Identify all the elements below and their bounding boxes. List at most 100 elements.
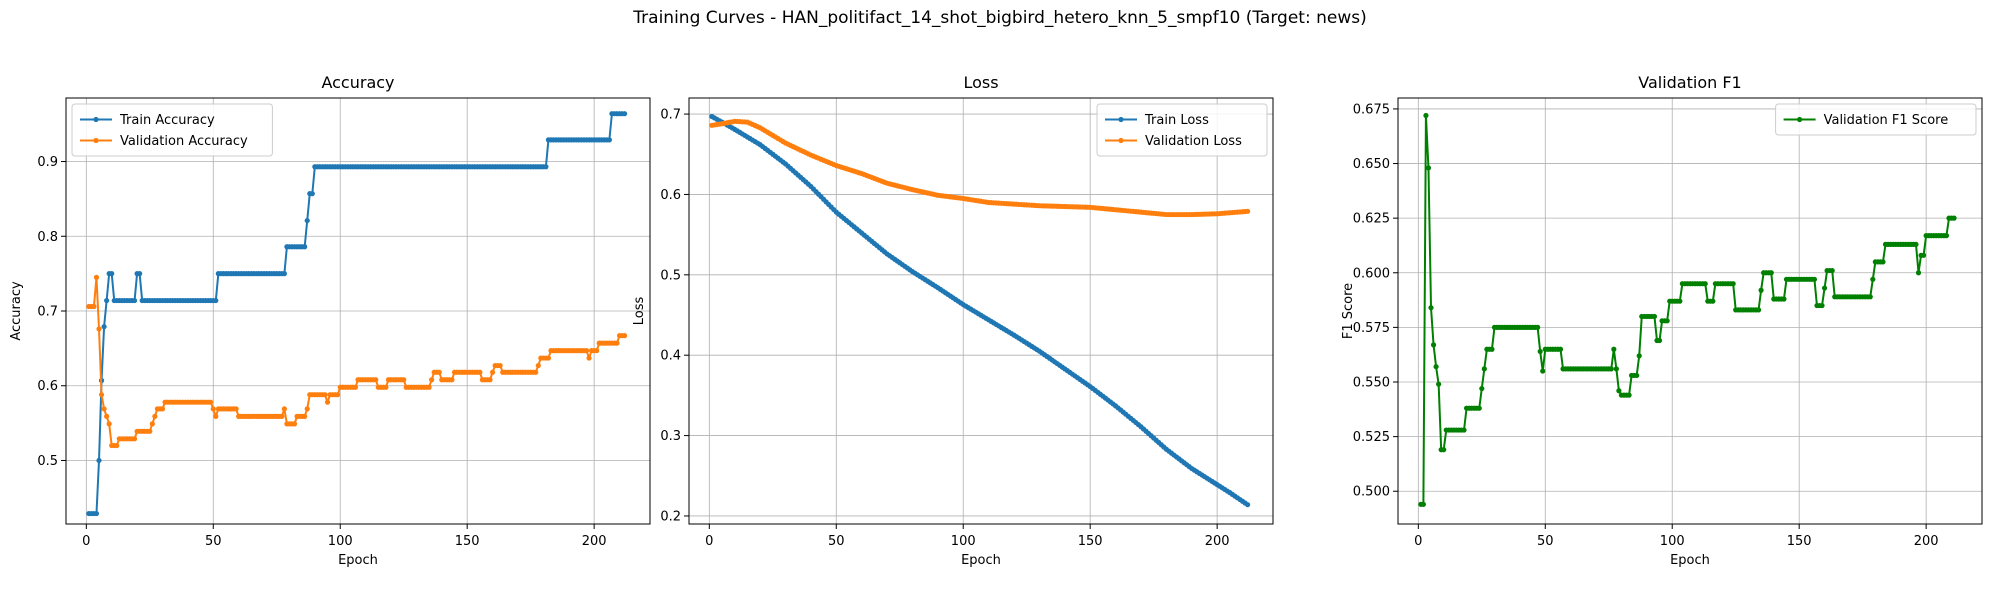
y-tick-label: 0.675 <box>1353 102 1390 117</box>
series-point <box>449 377 455 383</box>
y-tick-label: 0.8 <box>37 230 58 245</box>
series-point <box>1913 241 1919 247</box>
series-point <box>1608 366 1614 372</box>
x-tick-label: 0 <box>82 534 90 549</box>
series-point <box>586 355 592 361</box>
series-point <box>436 369 442 375</box>
series-point <box>535 362 541 369</box>
series-point <box>1702 281 1708 287</box>
legend-label: Validation F1 Score <box>1824 113 1949 128</box>
series-point <box>1951 215 1957 221</box>
series-point <box>93 274 100 280</box>
series-point <box>208 399 214 405</box>
legend: Train Loss Validation Loss <box>1096 103 1268 157</box>
series-point <box>1616 388 1622 394</box>
y-tick-label: 0.2 <box>660 509 681 524</box>
x-tick-label: 150 <box>1078 534 1103 549</box>
series-point <box>426 384 432 390</box>
series-point <box>594 348 600 354</box>
legend-box <box>1775 103 1977 136</box>
series-point <box>1880 259 1886 265</box>
legend-marker <box>93 137 99 144</box>
x-tick-label: 0 <box>1414 534 1422 549</box>
legend-label: Validation Loss <box>1145 134 1242 149</box>
series-point <box>213 297 219 304</box>
series-point <box>1537 348 1543 355</box>
x-tick-label: 150 <box>455 534 480 549</box>
series-point <box>1656 337 1663 344</box>
series-point <box>1634 372 1640 379</box>
series-point <box>1433 364 1439 370</box>
series-point <box>131 297 138 304</box>
series-point <box>109 271 115 277</box>
series-point <box>1611 346 1617 352</box>
series-point <box>1664 318 1670 324</box>
x-axis-label: Epoch <box>961 553 1001 568</box>
series-point <box>1626 392 1632 398</box>
x-tick-label: 100 <box>328 534 353 549</box>
series-point <box>302 244 308 250</box>
x-axis-label: Epoch <box>338 553 378 568</box>
series-point <box>1535 324 1541 330</box>
series-point <box>279 413 285 419</box>
series-point <box>1441 447 1447 453</box>
series-point <box>545 355 552 361</box>
series-point <box>104 297 110 304</box>
series-point <box>1677 298 1683 304</box>
series-point <box>96 457 102 464</box>
series-point <box>137 271 143 277</box>
series-point <box>281 271 287 277</box>
series-point <box>1430 342 1437 348</box>
chart-title: Accuracy <box>321 73 394 92</box>
series-point <box>322 392 328 398</box>
series-point <box>1781 296 1787 302</box>
y-tick-label: 0.5 <box>660 268 681 283</box>
series-point <box>210 406 216 412</box>
y-tick-label: 0.650 <box>1353 157 1390 172</box>
y-axis-label: Accuracy <box>9 281 24 341</box>
x-tick-label: 200 <box>1205 534 1230 549</box>
legend-box <box>1096 103 1268 157</box>
series-point <box>1921 252 1927 258</box>
chart-panel-2: 0 50 100 150 200 0.500 0.525 0.550 0.575 0.600 0.6… <box>1341 73 1983 568</box>
x-axis-label: Epoch <box>1670 553 1710 568</box>
chart-title: Validation F1 <box>1638 73 1741 92</box>
series-point <box>622 111 628 117</box>
series-point <box>1420 501 1426 507</box>
series-train-loss <box>709 113 1251 508</box>
series-point <box>309 191 315 197</box>
series-point <box>1245 208 1251 214</box>
y-tick-label: 0.500 <box>1353 485 1390 500</box>
axes-frame <box>1397 97 1983 525</box>
series-point <box>1461 427 1467 433</box>
legend: Train Accuracy Validation Accuracy <box>71 103 273 157</box>
x-tick-label: 100 <box>951 534 976 549</box>
y-axis-label: Loss <box>632 297 647 326</box>
y-axis-label: F1 Score <box>1341 283 1356 339</box>
series-point <box>583 348 590 354</box>
x-tick-label: 50 <box>828 534 845 549</box>
series-point <box>1730 281 1736 287</box>
y-tick-label: 0.5 <box>37 454 58 469</box>
series-point <box>1489 346 1495 352</box>
legend: Validation F1 Score <box>1775 103 1977 136</box>
series-point <box>281 406 287 412</box>
series-point <box>1758 287 1764 293</box>
x-tick-label: 100 <box>1660 534 1685 549</box>
series-point <box>543 164 549 170</box>
legend-marker <box>1797 116 1803 123</box>
series-point <box>93 510 100 517</box>
series-point <box>104 413 110 419</box>
series-point <box>383 384 389 390</box>
y-tick-label: 0.625 <box>1353 212 1390 227</box>
series-point <box>1613 366 1619 372</box>
x-tick-label: 200 <box>582 534 607 549</box>
legend-label: Train Loss <box>1144 113 1209 128</box>
series-point <box>477 369 483 375</box>
series-validation-f1-score <box>1418 112 1957 507</box>
series-point <box>487 377 493 383</box>
series-train-accuracy <box>86 111 628 517</box>
x-tick-label: 150 <box>1787 534 1812 549</box>
series-point <box>1436 381 1442 387</box>
